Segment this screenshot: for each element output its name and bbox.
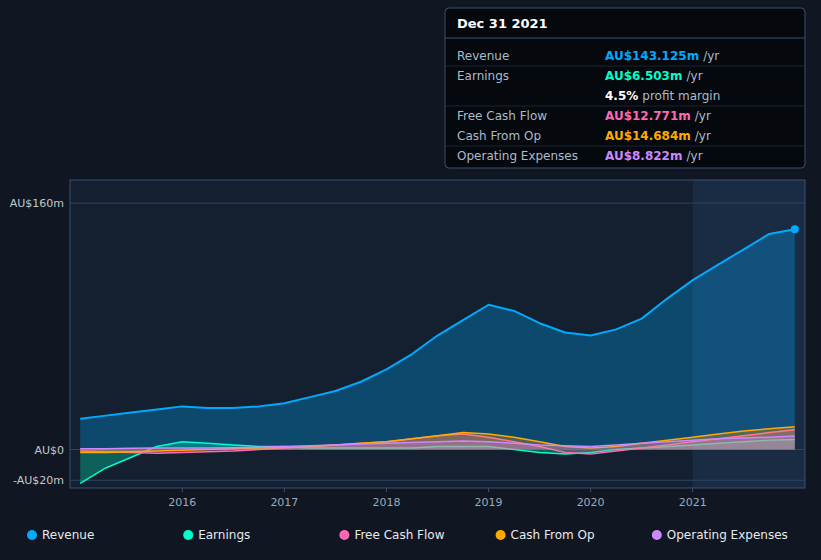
background [0,0,821,560]
tooltip-unit: profit margin [642,89,720,103]
series-area [80,229,795,449]
plot-area [70,180,805,488]
x-tick [488,488,489,492]
tooltip: Dec 31 2021 Revenue AU$143.125m/yr Earnings… [445,8,805,168]
tooltip-label: Free Cash Flow [457,109,547,123]
tooltip-label: Earnings [457,69,509,83]
plot-frame [70,180,805,488]
tooltip-separator [445,38,805,39]
tooltip-value: AU$6.503m [605,69,682,83]
y-tick-label: -AU$20m [13,474,64,487]
series-line [80,427,795,453]
plot-background [70,180,805,488]
tooltip-unit: /yr [695,129,711,143]
tooltip-value: AU$12.771m [605,109,691,123]
legend-swatch [496,530,506,540]
tooltip-value: AU$14.684m [605,129,691,143]
tooltip-value: 4.5% [605,89,638,103]
legend-label: Earnings [198,528,250,542]
x-tick [182,488,183,492]
legend-swatch [27,530,37,540]
end-marker [791,225,799,233]
y-tick-label: AU$160m [10,197,64,210]
tooltip-divider [445,66,805,67]
chart: -AU$20m AU$0 AU$160m 2016 2017 2018 2019 2020 20… [0,0,821,560]
series-area [80,427,795,453]
x-tick-label: 2020 [577,496,605,509]
legend-label: Cash From Op [511,528,595,542]
tooltip-label: Operating Expenses [457,149,578,163]
tooltip-value: AU$143.125m [605,49,699,63]
series-line [80,229,795,418]
series-line [80,436,795,449]
x-tick [284,488,285,492]
legend-label: Free Cash Flow [354,528,444,542]
legend-label: Operating Expenses [667,528,788,542]
y-tick-label: AU$0 [34,444,64,457]
tooltip-unit: /yr [695,109,711,123]
tooltip-box [445,8,805,168]
tooltip-label: Cash From Op [457,129,541,143]
legend-swatch [183,530,193,540]
x-tick-label: 2017 [270,496,298,509]
tooltip-unit: /yr [703,49,719,63]
tooltip-value: AU$8.822m [605,149,682,163]
tooltip-title: Dec 31 2021 [457,16,548,31]
x-tick-label: 2016 [168,496,196,509]
legend-swatch [339,530,349,540]
x-tick [692,488,693,492]
x-tick-label: 2019 [475,496,503,509]
series-area [80,436,795,450]
tooltip-divider [445,146,805,147]
tooltip-label: Revenue [457,49,509,63]
legend-label: Revenue [42,528,94,542]
grid-line [70,203,805,204]
x-tick [590,488,591,492]
x-tick-label: 2021 [679,496,707,509]
x-tick [386,488,387,492]
grid-line [70,480,805,481]
tooltip-unit: /yr [686,149,702,163]
legend-swatch [652,530,662,540]
x-tick-label: 2018 [372,496,400,509]
tooltip-unit: /yr [686,69,702,83]
tooltip-divider [445,106,805,107]
legend: Revenue Earnings Free Cash Flow Cash From O… [27,528,788,542]
